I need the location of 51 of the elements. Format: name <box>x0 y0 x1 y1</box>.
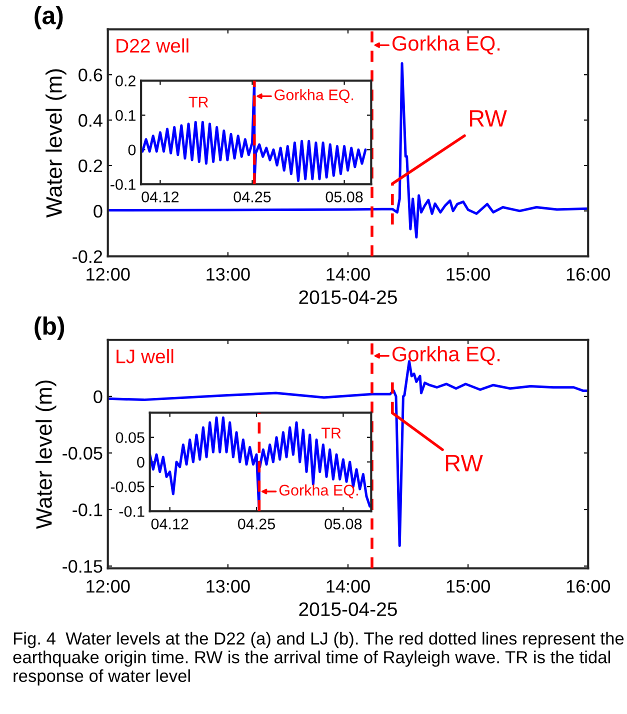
chart-subtitle: LJ well <box>116 349 174 364</box>
y-axis-title: Water level (m) <box>46 69 66 218</box>
y-tick-label: -0.05 <box>62 446 102 460</box>
y-tick-label: 0 <box>128 144 136 156</box>
y-tick-label: 0 <box>137 456 144 468</box>
annotation: TR <box>188 96 208 108</box>
ref-line-label: RW <box>470 110 507 127</box>
y-tick-label: -0.15 <box>62 560 102 573</box>
x-tick-label: 14:00 <box>326 580 370 593</box>
y-tick-label: -0.1 <box>119 506 144 517</box>
legend-label: Gorkha EQ. <box>392 346 500 366</box>
chart-title: (a) <box>34 6 63 30</box>
y-tick-label: 0.05 <box>116 432 144 444</box>
x-tick-label: 04.12 <box>151 518 188 530</box>
y-tick-label: 0.2 <box>116 76 136 86</box>
x-tick-label: 14:00 <box>326 268 370 281</box>
ref-line-label: Gorkha EQ. <box>274 89 354 104</box>
y-tick-label: -0.2 <box>72 250 102 264</box>
y-tick-label: -0.1 <box>72 503 102 516</box>
y-tick-label: 0.4 <box>78 114 102 127</box>
y-tick-label: -0.05 <box>110 481 144 492</box>
x-tick-label: 05.08 <box>324 518 362 530</box>
x-tick-label: 12:00 <box>86 580 130 593</box>
x-tick-label: 05.08 <box>326 192 363 202</box>
x-axis-title: 2015-04-25 <box>299 290 397 304</box>
x-tick-label: 15:00 <box>446 580 490 593</box>
x-tick-label: 15:00 <box>446 268 490 281</box>
x-tick-label: 16:00 <box>566 268 610 281</box>
x-tick-label: 16:00 <box>566 580 610 593</box>
x-tick-label: 12:00 <box>86 268 130 281</box>
x-tick-label: 13:00 <box>206 268 250 281</box>
ref-line-label: RW <box>446 454 483 472</box>
chart-subtitle: D22 well <box>116 38 188 53</box>
y-tick-label: 0.6 <box>78 68 102 82</box>
x-tick-label: 04.12 <box>142 192 179 202</box>
y-tick-label: 0.1 <box>116 110 136 121</box>
ref-line-label: Gorkha EQ. <box>279 484 358 498</box>
x-tick-label: 04.25 <box>234 192 271 202</box>
line-series <box>108 62 588 239</box>
y-axis-title: Water level (m) <box>36 380 56 529</box>
chart-title: (b) <box>34 316 64 340</box>
y-tick-label: 0 <box>94 390 102 404</box>
annotation: TR <box>322 428 341 438</box>
y-tick-label: -0.1 <box>110 179 136 190</box>
caption: Fig. 4 Water levels at the D22 (a) and LJ (b). The red dotted lines represent the earthquake origin time. RW is the arrival time of Rayleigh wave. TR is the tidal response of water level <box>13 632 624 686</box>
y-tick-label: 0.2 <box>78 159 102 172</box>
x-tick-label: 04.25 <box>238 518 275 530</box>
x-tick-label: 13:00 <box>206 580 250 593</box>
legend-label: Gorkha EQ. <box>392 35 500 54</box>
y-tick-label: 0 <box>94 204 102 218</box>
x-axis-title: 2015-04-25 <box>299 602 397 616</box>
